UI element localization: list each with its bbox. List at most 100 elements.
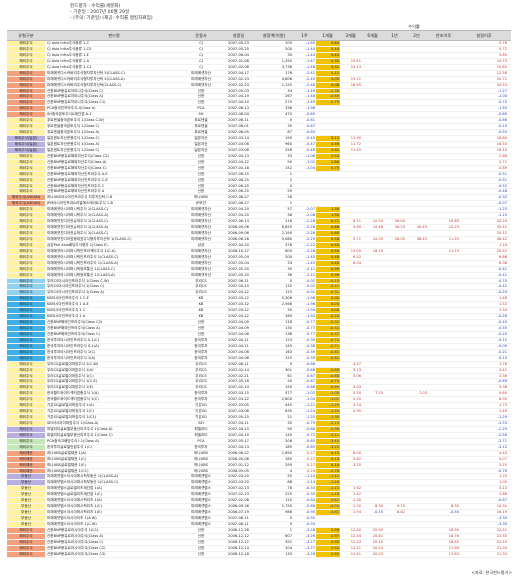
cell-ret-3m: [340, 332, 362, 337]
cell-fund-name: 미래에셋아시아퍼시픽주식 1(CLASS-A): [47, 213, 109, 218]
cell-ret-2y: [406, 338, 428, 343]
cell-manager: 한국투자: [194, 349, 208, 354]
cell-ret-1y: [384, 172, 406, 177]
cell-manager: 일본자산: [194, 141, 208, 146]
cell-manager: CJ: [199, 58, 203, 63]
table-row: 해외주식(일본) 일본퀀트자산운용주식 1(Class-C) 일본자산 2007-03…: [7, 136, 511, 142]
cell-ret-3m: 5.82: [352, 456, 361, 461]
table-row: 해외채권 하나UBS글로벌채권 1(C1) 하나UBS 2006-09-05 4 0.24…: [7, 468, 511, 475]
cell-ret-1y: [384, 522, 406, 527]
cell-ret-6m: 8.34: [374, 504, 383, 509]
cell-size: 475: [285, 112, 292, 117]
cell-ret-3m: [340, 106, 362, 111]
cell-ret-1m: [316, 195, 340, 200]
cell-fund-name: PCA중국인프라주식-I(Class A): [47, 106, 96, 111]
cell-fund-name: 미래에셋맵스아시아퍼시픽부동산 1(CLASS-A): [47, 474, 119, 479]
cell-ret-2y: [406, 106, 428, 111]
cell-ret-1w: -0.90: [305, 510, 315, 515]
cell-ret-6m: [362, 480, 384, 485]
cell-ret-6m: [362, 356, 384, 361]
cell-manager: 미래에셋자산: [191, 82, 211, 87]
cell-ret-1w: [294, 201, 316, 206]
cell-ret-1m: -0.66: [316, 367, 340, 373]
cell-ret-since: -2.29: [497, 426, 507, 431]
cell-ret-3m: 5.50: [352, 391, 361, 396]
cell-type: 해외주식: [7, 260, 45, 266]
cell-ret-1m: [316, 189, 340, 194]
cell-ret-ytd: [428, 124, 461, 129]
cell-ret-6m: [362, 261, 384, 266]
cell-fund-name: 미래에셋맵스글로벌리츠재간접 1(A): [47, 486, 102, 491]
cell-ret-1m: -0.28: [316, 314, 340, 320]
cell-ret-3m: [340, 273, 362, 278]
cell-size: 635: [285, 409, 292, 414]
cell-ret-1w: -0.72: [305, 432, 315, 437]
cell-type: 해외주식: [7, 326, 45, 331]
cell-ret-1w: 0.27: [306, 456, 315, 461]
cell-ret-1m: -0.37: [316, 331, 340, 337]
cell-ret-6m: [362, 463, 384, 468]
table-row: 해외주식 우리CS아시아인프라주식 1(Class C) 우리CS 2007-04-1…: [7, 284, 511, 291]
cell-ret-since: -0.42: [497, 284, 507, 289]
cell-ret-1w: -2.26: [305, 248, 315, 253]
column-header-ret-1m: 1개월: [322, 33, 333, 38]
table-row: 해외주식 SEI아시아이머징주식 1(Class-A) SEI 2007-04-11 3…: [7, 421, 511, 427]
cell-manager: 미래에셋맵스: [191, 498, 211, 503]
cell-ret-since: -1.29: [497, 415, 507, 420]
table-row: 해외주식 신한BNP봉쥬르차이나주식(Class C1) 신한 2007-04-10 2…: [7, 100, 511, 107]
cell-ret-2y: [406, 457, 428, 462]
cell-ret-2y: [406, 332, 428, 337]
cell-ret-2y: [406, 326, 428, 331]
cell-ret-6m: [362, 130, 384, 135]
column-header-ret-6m: 6개월: [367, 33, 378, 38]
cell-size: 5,080: [281, 236, 292, 241]
cell-size: 50: [287, 379, 292, 384]
cell-size: 607: [285, 533, 292, 538]
cell-type: 해외주식: [7, 153, 45, 159]
table-row: 해외주식 신한BNP봉쥬르해외자산주식(Class C2) 신한 2007-04-13…: [7, 153, 511, 160]
cell-ret-1y: 28.00: [394, 219, 405, 224]
cell-ret-1m: -1.48: [316, 480, 340, 486]
cell-ret-since: -0.55: [497, 130, 507, 135]
cell-fund-name: SH중국본토주식&재간접 A-1: [47, 112, 92, 117]
cell-ret-1y: [384, 65, 406, 70]
cell-ret-since: 3.13: [498, 486, 507, 491]
cell-ret-2y: [406, 231, 428, 236]
cell-size: 960: [285, 141, 292, 146]
cell-ret-1w: -1.04: [305, 165, 315, 170]
cell-ret-6m: [362, 207, 384, 212]
cell-ret-2y: [406, 463, 428, 468]
cell-fund-name: 미래에셋아시아퍼시픽인프라주식 1(CLASS-C): [47, 254, 119, 259]
cell-ret-since: -0.69: [497, 379, 507, 384]
cell-fund-name: 신한BNP해외인프라주식(Class C2): [47, 320, 103, 325]
cell-ret-3m: 1.62: [352, 486, 361, 491]
cell-type: 해외주식: [7, 373, 45, 379]
cell-type: 해외주식: [7, 551, 45, 557]
cell-ret-1m: [316, 112, 340, 117]
table-row: 해외주식 SH중국본토주식&재간접 A-1 SH 2007-06-04 475 -0.85…: [7, 112, 511, 119]
cell-ret-1y: [384, 201, 406, 206]
cell-ret-1y: [384, 160, 406, 165]
cell-start-date: 2007-03-20: [228, 474, 249, 479]
column-header-size: 설정액(억원): [262, 33, 286, 38]
cell-ret-1y: [384, 457, 406, 462]
cell-ret-6m: [362, 106, 384, 111]
cell-ret-3m: 3.24: [352, 403, 361, 408]
cell-ret-1w: -1.04: [305, 397, 315, 402]
cell-ret-ytd: [428, 142, 461, 147]
cell-ret-3m: 6.00: [352, 450, 361, 455]
cell-size: 104: [285, 545, 292, 550]
cell-ret-1w: -2.07: [305, 207, 315, 212]
cell-ret-3m: 3.03: [352, 385, 361, 390]
cell-ret-1y: [384, 463, 406, 468]
cell-fund-name: 한국투자아시아인프라주식 1(A): [47, 355, 96, 360]
table-row: 해외주식(ASEAN) 하나UBS아시아인프라주식 자투자신탁 C-6 하나UBS 2…: [7, 195, 511, 202]
cell-ret-3m: 1.94: [352, 510, 361, 515]
cell-ret-1m: -4.81: [316, 510, 340, 515]
cell-manager: 미래에셋자산: [191, 272, 211, 277]
cell-ret-ytd: 10.25: [448, 225, 459, 230]
cell-ret-3m: [340, 160, 362, 165]
cell-ret-1m: 0.71: [316, 219, 340, 225]
cell-manager: 하나UBS: [194, 462, 208, 467]
table-row: 해외주식(일본) 일본퀀트자산운용주식 1(Class A) 일본자산 2007-03…: [7, 141, 511, 148]
